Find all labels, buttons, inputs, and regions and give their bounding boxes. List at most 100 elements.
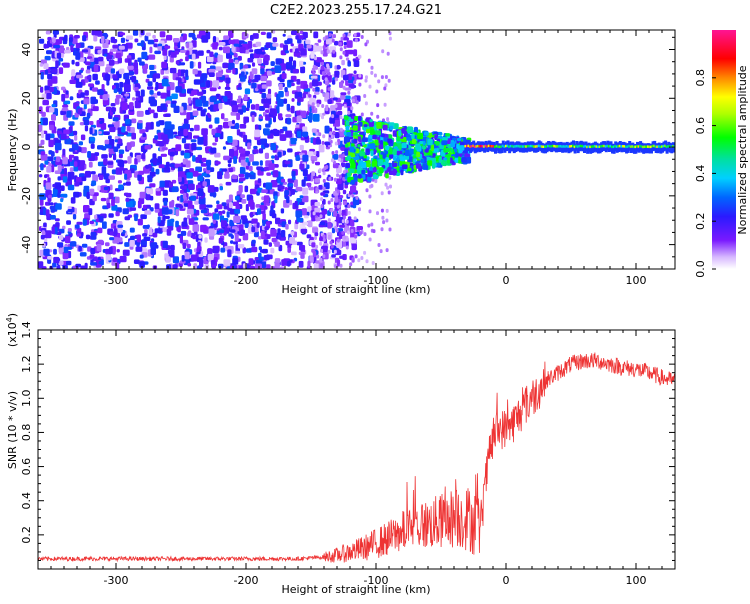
heatmap-cell <box>266 172 272 176</box>
heatmap-cell <box>143 236 151 241</box>
heatmap-cell <box>370 183 374 188</box>
heatmap-cell <box>368 84 372 89</box>
heatmap-cell <box>258 246 262 251</box>
heatmap-cell <box>260 75 267 82</box>
heatmap-cell <box>144 145 152 150</box>
heatmap-cell <box>197 136 204 145</box>
heatmap-cell <box>248 223 252 230</box>
heatmap-cell <box>183 200 189 204</box>
heatmap-cell <box>58 67 64 74</box>
heatmap-cell <box>118 149 125 154</box>
heatmap-cell <box>51 114 56 121</box>
heatmap-cell <box>123 182 127 186</box>
heatmap-cell <box>137 57 142 62</box>
heatmap-cell <box>301 221 308 226</box>
heatmap-cell <box>334 40 339 46</box>
heatmap-cell <box>78 245 82 252</box>
heatmap-cell <box>360 35 364 39</box>
heatmap-cell <box>260 51 266 55</box>
heatmap-cell <box>277 234 282 240</box>
heatmap-cell <box>229 148 234 157</box>
heatmap-cell <box>38 174 43 178</box>
heatmap-cell <box>355 195 359 200</box>
heatmap-cell <box>264 226 269 231</box>
heatmap-cell <box>243 134 248 143</box>
heatmap-cell <box>178 171 185 179</box>
heatmap-cell <box>140 30 145 36</box>
heatmap-cell <box>115 211 120 217</box>
heatmap-cell <box>272 43 279 47</box>
heatmap-cell <box>258 106 265 111</box>
heatmap-cell <box>285 114 292 118</box>
heatmap-cell <box>294 200 298 208</box>
heatmap-cell <box>331 254 336 258</box>
heatmap-cell <box>245 204 249 212</box>
heatmap-cell <box>192 235 197 240</box>
heatmap-cell <box>171 93 178 100</box>
heatmap-cell <box>282 33 286 37</box>
heatmap-cell <box>41 230 46 235</box>
heatmap-cell <box>248 165 253 172</box>
heatmap-cell <box>90 247 96 255</box>
heatmap-cell <box>117 224 124 228</box>
heatmap-cell <box>81 243 88 248</box>
heatmap-cell <box>138 95 144 103</box>
heatmap-cell <box>299 195 304 199</box>
heatmap-cell <box>299 244 304 251</box>
heatmap-cell <box>389 154 394 159</box>
heatmap-cell <box>239 166 246 175</box>
heatmap-cell <box>157 156 162 164</box>
heatmap-cell <box>146 188 154 195</box>
heatmap-cell <box>239 124 247 129</box>
heatmap-cell <box>222 220 227 226</box>
heatmap-cell <box>346 132 352 138</box>
heatmap-cell <box>548 144 552 148</box>
heatmap-cell <box>49 86 54 92</box>
heatmap-cell <box>313 31 319 39</box>
heatmap-cell <box>228 233 233 237</box>
heatmap-cell <box>303 88 311 92</box>
heatmap-cell <box>296 241 303 246</box>
heatmap-cell <box>206 159 212 166</box>
heatmap-cell <box>125 118 130 125</box>
heatmap-cell <box>553 144 557 148</box>
heatmap-cell <box>235 195 240 201</box>
heatmap-cell <box>257 58 262 64</box>
heatmap-cell <box>138 170 145 175</box>
heatmap-cell <box>279 43 284 48</box>
heatmap-cell <box>334 195 339 203</box>
heatmap-cell <box>295 210 303 218</box>
heatmap-cell <box>314 91 320 95</box>
heatmap-cell <box>152 153 157 160</box>
heatmap-cell <box>189 61 194 69</box>
heatmap-cell <box>322 93 326 97</box>
heatmap-cell <box>48 150 53 155</box>
heatmap-cell <box>197 91 204 96</box>
heatmap-cell <box>184 143 191 149</box>
heatmap-cell <box>231 44 235 52</box>
heatmap-cell <box>125 192 132 198</box>
heatmap-cell <box>572 144 575 148</box>
heatmap-cell <box>334 77 339 82</box>
heatmap-cell <box>249 211 254 218</box>
heatmap-cell <box>363 250 367 255</box>
heatmap-cell <box>103 186 109 191</box>
heatmap-cell <box>109 48 117 52</box>
heatmap-cell <box>349 262 353 267</box>
heatmap-cell <box>212 42 218 50</box>
heatmap-cell <box>85 234 91 240</box>
heatmap-cell <box>180 189 184 194</box>
heatmap-cell <box>145 194 151 201</box>
heatmap-cell <box>391 162 398 167</box>
heatmap-cell <box>48 163 52 167</box>
y-tick-label: 1.2 <box>20 355 33 373</box>
heatmap-cell <box>175 86 183 93</box>
heatmap-cell <box>232 257 239 265</box>
heatmap-cell <box>421 145 426 150</box>
heatmap-cell <box>258 148 264 154</box>
y-tick-label: 40 <box>20 43 33 57</box>
heatmap-cell <box>212 142 217 146</box>
heatmap-cell <box>358 82 362 87</box>
heatmap-cell <box>315 132 319 137</box>
